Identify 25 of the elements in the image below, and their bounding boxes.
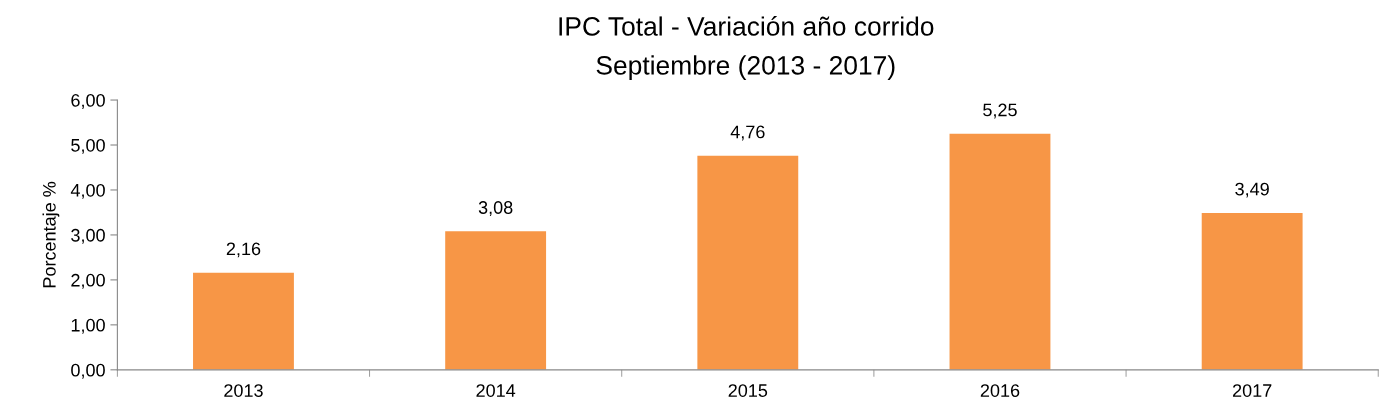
y-tick-label: 3,00 (71, 228, 105, 244)
x-tick-label: 2013 (224, 384, 263, 397)
bar (1201, 212, 1303, 370)
y-tick-label: 2,00 (71, 273, 105, 289)
y-axis-title: Porcentaje % (42, 181, 60, 288)
x-tick-label: 2014 (476, 384, 516, 397)
y-tick-label: 5,00 (71, 138, 105, 154)
bar (193, 272, 294, 370)
bar (697, 155, 799, 370)
y-tick-label: 0,00 (71, 363, 105, 379)
x-tick-label: 2016 (980, 384, 1020, 397)
data-label: 3,08 (478, 201, 513, 217)
bar (949, 133, 1051, 370)
y-tick-label: 6,00 (71, 93, 105, 109)
data-label: 5,25 (983, 103, 1017, 119)
chart-subtitle: Septiembre (2013 - 2017) (596, 55, 895, 80)
data-label: 2,16 (226, 242, 261, 258)
chart-title: IPC Total - Variación año corrido (559, 16, 934, 36)
y-tick-label: 4,00 (70, 183, 105, 199)
data-label: 3,49 (1235, 182, 1269, 198)
bar (445, 231, 547, 370)
data-label: 4,76 (730, 125, 765, 141)
x-tick-label: 2017 (1232, 384, 1272, 397)
x-tick-label: 2015 (728, 384, 768, 397)
y-tick-label: 1,00 (71, 318, 105, 334)
